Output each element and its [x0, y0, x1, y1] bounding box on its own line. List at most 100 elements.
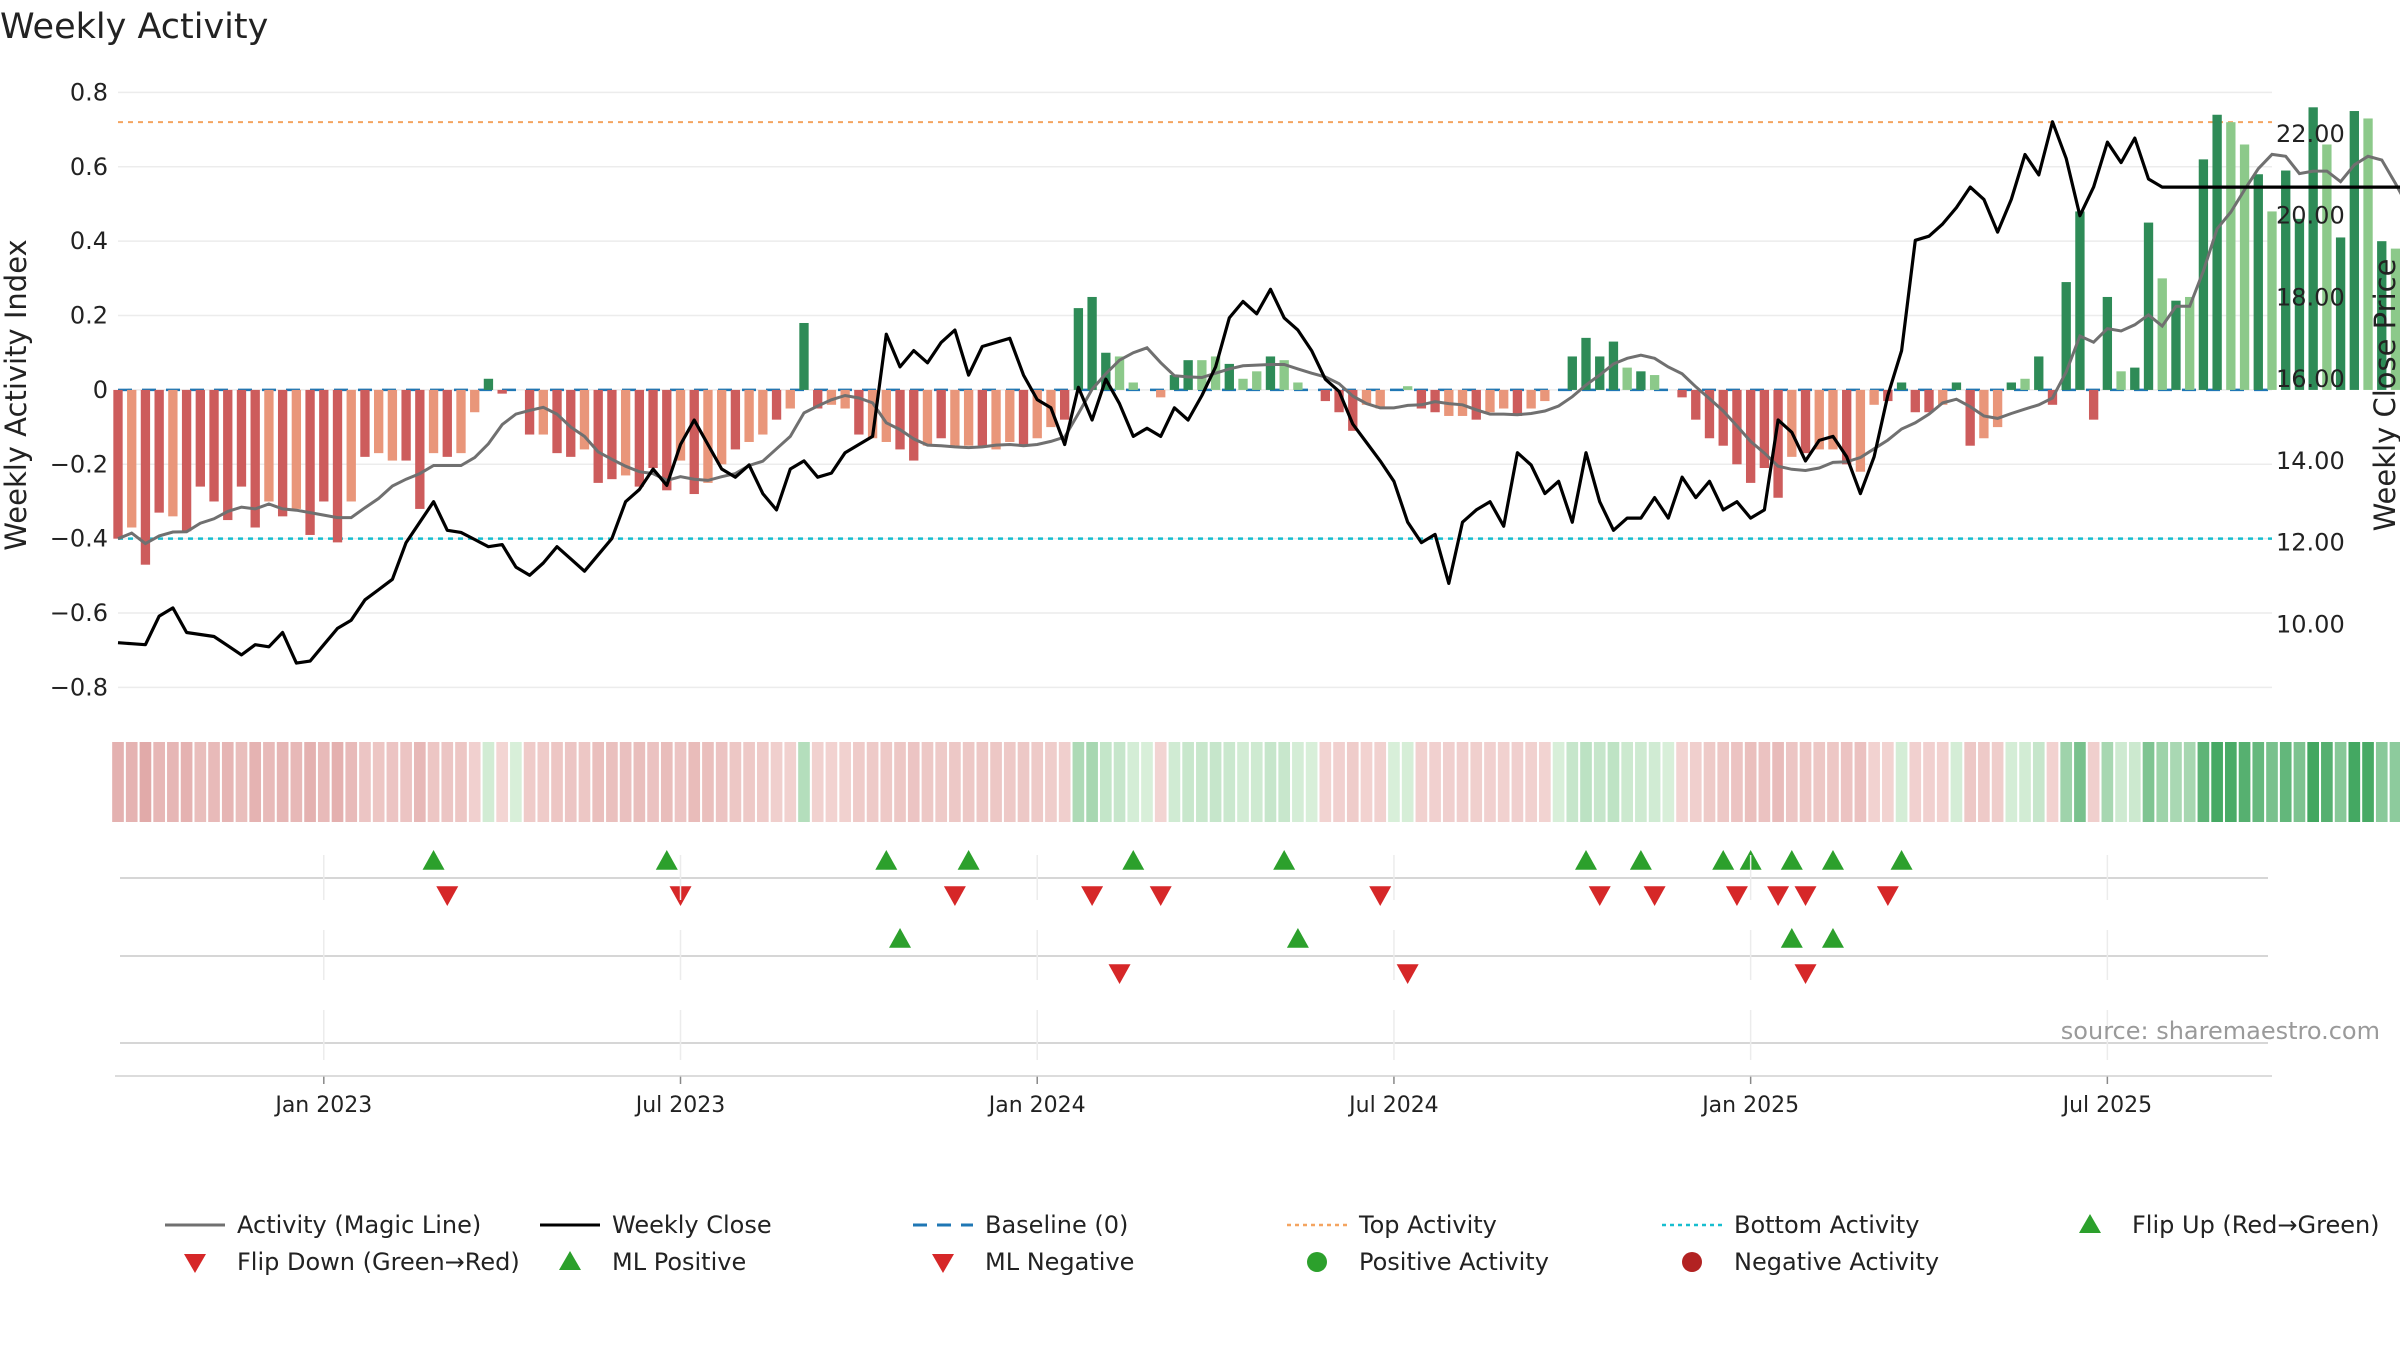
activity-bar [456, 389, 466, 454]
heat-cell [1292, 742, 1304, 822]
heat-cell [2334, 742, 2347, 822]
heat-cell [1182, 742, 1194, 822]
heat-cell [702, 742, 714, 822]
activity-bar [675, 389, 686, 461]
heat-cell [1456, 742, 1469, 822]
activity-bar [1457, 389, 1468, 416]
activity-bar [401, 389, 411, 461]
activity-bar [1787, 389, 1797, 457]
heat-cell [921, 742, 934, 822]
heat-cell [2005, 742, 2018, 822]
heat-cell [1031, 742, 1044, 822]
activity-bar [2116, 371, 2126, 390]
heat-cell [784, 742, 797, 822]
legend-label: ML Positive [612, 1248, 746, 1276]
activity-bar [1169, 375, 1180, 390]
heat-cell [139, 742, 152, 822]
heat-cell [2046, 742, 2059, 822]
heat-cell [2348, 742, 2361, 822]
heat-cell [1196, 742, 1208, 822]
signal-up-marker [1890, 850, 1913, 870]
activity-bar [813, 389, 823, 409]
signal-down-marker [1108, 964, 1131, 984]
activity-bar [1896, 382, 1907, 390]
heat-cell [811, 742, 824, 822]
heat-cell [331, 742, 344, 822]
activity-bar [1526, 389, 1536, 409]
right-tick-label: 20.00 [2276, 202, 2345, 230]
activity-bar [1101, 352, 1111, 390]
activity-bar [1032, 389, 1042, 439]
heat-cell [1360, 742, 1373, 822]
activity-bar [936, 389, 946, 439]
legend-label: ML Negative [985, 1248, 1134, 1276]
heat-cell [1854, 742, 1867, 822]
activity-bar [1910, 389, 1920, 413]
activity-bar [744, 389, 754, 442]
heat-cell [1566, 742, 1579, 822]
heat-cell [578, 742, 591, 822]
activity-bar [1992, 389, 2003, 428]
activity-bar [1334, 389, 1344, 413]
heat-cell [468, 742, 481, 822]
legend-label: Bottom Activity [1734, 1211, 1919, 1239]
signal-up-marker [1821, 850, 1844, 870]
activity-bar [854, 389, 864, 435]
heat-cell [1333, 742, 1345, 822]
heat-cell [1552, 742, 1565, 822]
heat-cell [1099, 742, 1112, 822]
activity-bar [2390, 248, 2400, 390]
heat-cell [1017, 742, 1030, 822]
heat-cell [304, 742, 316, 822]
signal-up-marker [1122, 850, 1145, 870]
heat-cell [1772, 742, 1784, 822]
heat-cell [1799, 742, 1812, 822]
x-axis: Jan 2023 Jul 2023 Jan 2024 Jul 2024 Jan 2025… [115, 855, 2272, 1118]
heat-cell [180, 742, 193, 822]
heat-cell [2225, 742, 2237, 822]
activity-bar [1512, 389, 1523, 416]
activity-bar [195, 389, 205, 487]
activity-bar [1059, 389, 1070, 420]
activity-bar [2363, 118, 2373, 390]
heat-cell [482, 742, 495, 822]
activity-bar [291, 389, 302, 509]
source-attribution: source: sharemaestro.com [2061, 1017, 2380, 1045]
activity-bar [538, 389, 548, 435]
legend: Activity (Magic Line) Weekly Close Baselin… [165, 1211, 2380, 1276]
activity-bar [1293, 382, 1303, 390]
heat-cell [1895, 742, 1908, 822]
signal-up-marker [1712, 850, 1735, 870]
activity-bar [662, 389, 672, 491]
heat-cell [2060, 742, 2073, 822]
heat-cell [496, 742, 508, 822]
heat-cell [1497, 742, 1510, 822]
left-tick-label: −0.8 [50, 673, 108, 701]
heat-cell [1484, 742, 1496, 822]
signal-up-marker [1273, 850, 1296, 870]
activity-bar [648, 389, 658, 469]
heat-cell [1415, 742, 1428, 822]
activity-bar [2322, 144, 2332, 390]
activity-bar [1361, 389, 1372, 405]
activity-bar [154, 389, 164, 513]
series-lines [117, 120, 2400, 665]
x-tick-label: Jan 2023 [273, 1093, 372, 1118]
activity-bar [826, 389, 837, 405]
heat-cell [290, 742, 303, 822]
activity-bar [717, 389, 727, 465]
activity-bar [2226, 122, 2236, 390]
legend-label: Flip Down (Green→Red) [237, 1248, 520, 1276]
heat-cell [1237, 742, 1249, 822]
activity-bar [223, 389, 233, 521]
activity-bar [332, 389, 343, 543]
activity-bar [2239, 144, 2250, 390]
heat-cell [606, 742, 618, 822]
legend-swatch [1307, 1252, 1327, 1272]
heat-cell [167, 742, 179, 822]
activity-bar [2267, 211, 2277, 390]
signal-up-marker [1629, 850, 1652, 870]
activity-bar [1279, 360, 1289, 390]
heat-cell [1250, 742, 1263, 822]
heat-cell [345, 742, 358, 822]
